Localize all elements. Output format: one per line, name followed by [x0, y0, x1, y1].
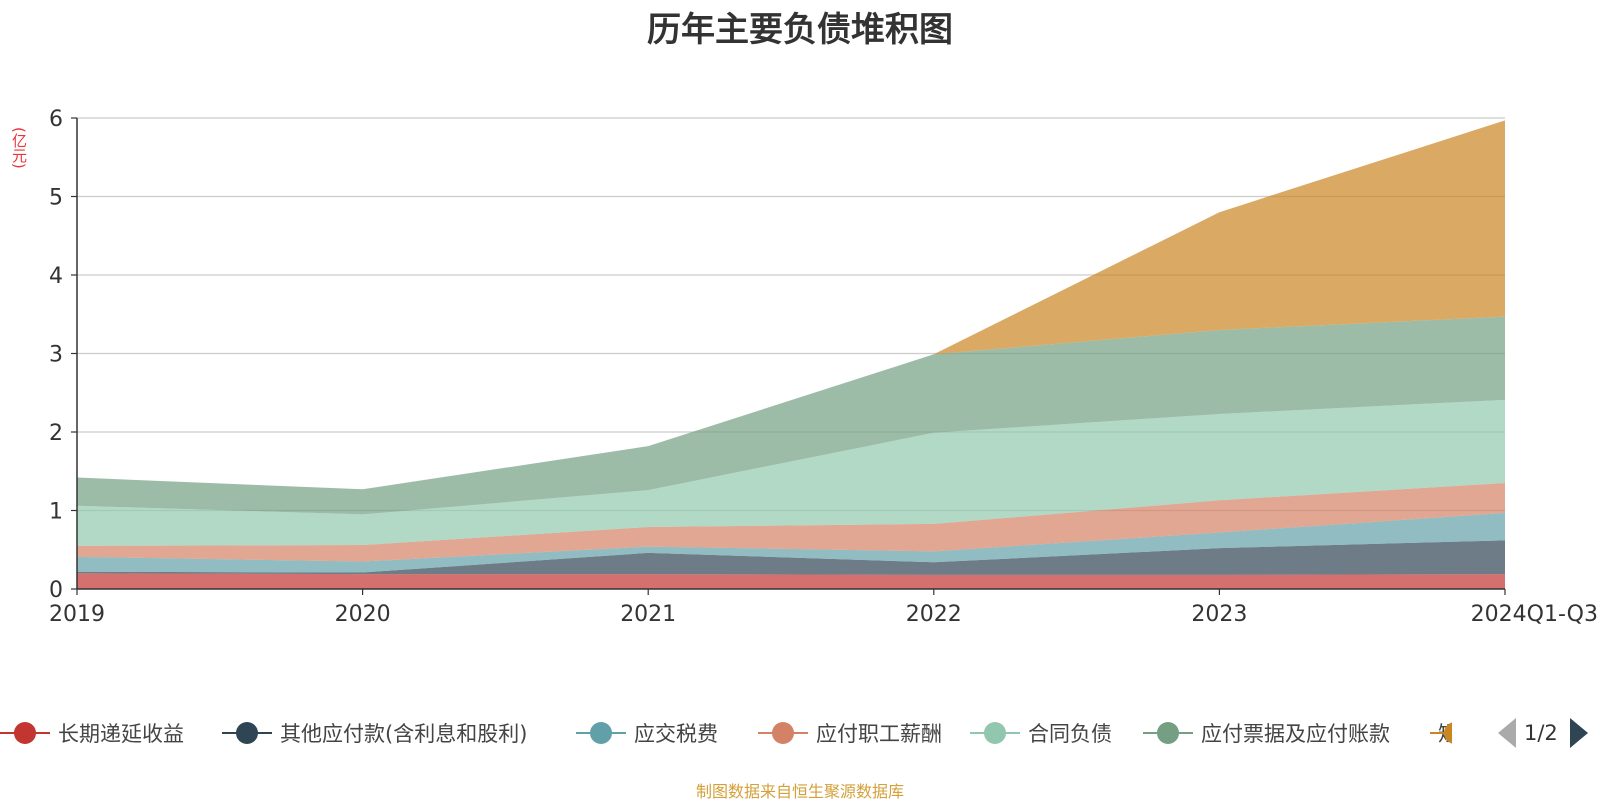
chart-legend: 长期递延收益 其他应付款(含利息和股利) 应交税费 应付职工薪酬 合同负债 应付票据及应付… — [0, 716, 1600, 756]
area-series-group — [77, 120, 1505, 589]
legend-marker-icon — [1143, 716, 1193, 750]
legend-label: 其他应付款(含利息和股利) — [280, 722, 528, 746]
x-tick-label: 2020 — [335, 602, 391, 627]
legend-item[interactable]: 应交税费 — [576, 716, 718, 750]
legend-item[interactable]: 其他应付款(含利息和股利) — [222, 716, 527, 750]
legend-item[interactable]: 长期递延收益 — [0, 716, 184, 750]
legend-marker-icon — [970, 716, 1020, 750]
legend-item[interactable]: 短期借款 — [1430, 716, 1452, 750]
data-source-note: 制图数据来自恒生聚源数据库 — [695, 782, 904, 801]
area-series[interactable] — [77, 512, 1505, 573]
legend-label: 应交税费 — [634, 722, 718, 746]
legend-pager: 1/2 — [1498, 716, 1588, 750]
legend-item[interactable]: 合同负债 — [970, 716, 1112, 750]
legend-marker-icon — [222, 716, 272, 750]
y-tick-label: 2 — [49, 421, 63, 446]
legend-page-indicator: 1/2 — [1524, 721, 1558, 745]
y-tick-label: 0 — [49, 578, 63, 603]
y-tick-label: 3 — [49, 343, 63, 368]
legend-label: 应付票据及应付账款 — [1201, 722, 1390, 746]
x-tick-label: 2024Q1-Q3 — [1471, 602, 1598, 627]
legend-marker-icon — [576, 716, 626, 750]
legend-marker-icon — [0, 716, 50, 750]
area-series[interactable] — [77, 399, 1505, 546]
legend-item[interactable]: 应付票据及应付账款 — [1143, 716, 1390, 750]
axes: 0 1 2 3 4 5 6 2019 2020 2021 2022 2023 2024Q1-Q3 — [49, 107, 1598, 627]
area-series[interactable] — [77, 540, 1505, 575]
stacked-area-chart: 0 1 2 3 4 5 6 2019 2020 2021 2022 2023 2024Q1-Q3 — [49, 107, 1598, 627]
legend-marker-icon — [758, 716, 808, 750]
legend-label: 长期递延收益 — [58, 722, 184, 746]
area-series[interactable] — [77, 483, 1505, 562]
area-series[interactable] — [77, 120, 1505, 490]
legend-label: 合同负债 — [1028, 722, 1112, 746]
x-tick-label: 2022 — [906, 602, 962, 627]
legend-label: 应付职工薪酬 — [816, 722, 942, 746]
y-tick-label: 1 — [49, 500, 63, 525]
x-tick-label: 2019 — [49, 602, 105, 627]
area-series[interactable] — [77, 316, 1505, 515]
legend-item[interactable]: 应付职工薪酬 — [758, 716, 942, 750]
y-tick-label: 6 — [49, 107, 63, 132]
y-axis-unit-label: (亿元) — [10, 127, 28, 169]
legend-prev-page-arrow-icon[interactable] — [1498, 718, 1516, 748]
y-tick-label: 4 — [49, 264, 63, 289]
y-tick-label: 5 — [49, 186, 63, 211]
x-tick-label: 2023 — [1191, 602, 1247, 627]
x-tick-label: 2021 — [620, 602, 676, 627]
chart-title: 历年主要负债堆积图 — [647, 10, 953, 50]
area-series[interactable] — [77, 573, 1505, 589]
legend-next-page-arrow-icon[interactable] — [1569, 718, 1588, 748]
